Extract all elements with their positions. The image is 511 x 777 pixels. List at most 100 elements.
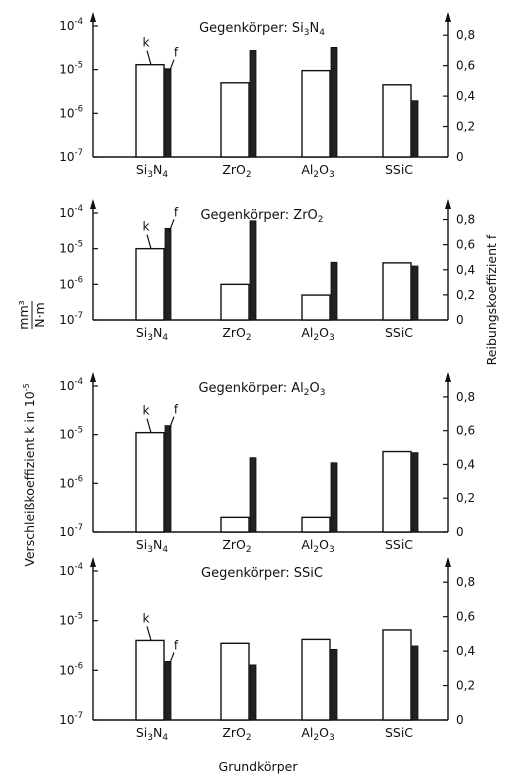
left-tick-label: 10-6 [59, 275, 83, 291]
left-tick-label: 10-4 [59, 562, 83, 578]
series-f-label: f [174, 46, 179, 60]
series-k-leader [146, 418, 152, 433]
right-tick-label: 0,2 [456, 491, 475, 505]
left-axis-unit-denominator: N·m [32, 302, 47, 328]
left-axis-arrow [90, 199, 96, 209]
bar-f-4 [411, 645, 419, 721]
category-label: Si3N4 [136, 325, 169, 343]
right-tick-label: 0,4 [456, 89, 475, 103]
right-tick-label: 0,8 [456, 390, 475, 404]
series-k-label: k [143, 611, 150, 625]
right-axis-arrow [445, 557, 451, 567]
right-tick-label: 0,2 [456, 288, 475, 302]
bar-k-3 [301, 294, 331, 321]
panel-4: 10-4 10-5 10-6 10-7 0,8 0,6 0,4 0,2 0 Gegenkörper… [59, 557, 475, 743]
bar-f-1 [164, 661, 172, 721]
right-tick-label: 0,2 [456, 679, 475, 693]
left-tick-label: 10-7 [59, 711, 83, 727]
left-tick-label: 10-5 [59, 61, 83, 77]
bar-f-3 [330, 648, 338, 721]
category-label: SSiC [385, 162, 413, 177]
right-tick-label: 0 [456, 150, 464, 164]
bar-f-4 [411, 265, 419, 321]
series-f-leader [168, 416, 175, 430]
bar-k-4 [382, 450, 412, 533]
panel-title: Gegenkörper: SSiC [201, 566, 323, 581]
right-axis-title: Reibungskoeffizient f [484, 234, 499, 365]
series-k-label: k [143, 404, 150, 418]
category-label: ZrO2 [222, 537, 251, 555]
right-tick-label: 0,2 [456, 120, 475, 134]
right-tick-label: 0,8 [456, 575, 475, 589]
right-tick-label: 0,8 [456, 28, 475, 42]
bar-k-1 [135, 63, 165, 158]
bar-f-3 [330, 462, 338, 533]
category-label: ZrO2 [222, 325, 251, 343]
bar-k-1 [135, 247, 165, 321]
right-tick-label: 0,6 [456, 59, 475, 73]
panel-1: 10-4 10-5 10-6 10-7 0,8 0,6 0,4 0,2 0 Gegenkörper… [59, 12, 475, 180]
panel-title: Gegenkörper: Al2O3 [198, 381, 325, 398]
right-tick-label: 0,6 [456, 610, 475, 624]
right-tick-label: 0,8 [456, 213, 475, 227]
bar-k-3 [301, 69, 331, 158]
left-tick-label: 10-7 [59, 311, 83, 327]
bar-k-3 [301, 638, 331, 721]
right-tick-label: 0 [456, 313, 464, 327]
right-tick-label: 0,4 [456, 263, 475, 277]
series-k-leader [146, 50, 152, 65]
category-label: ZrO2 [222, 725, 251, 743]
category-label: SSiC [385, 325, 413, 340]
bar-k-2 [220, 283, 250, 321]
bar-f-1 [164, 425, 172, 533]
left-axis-arrow [90, 557, 96, 567]
category-label: Al2O3 [301, 162, 334, 180]
right-tick-label: 0,6 [456, 424, 475, 438]
category-label: SSiC [385, 725, 413, 740]
series-k-leader [146, 626, 152, 641]
bar-f-1 [164, 68, 172, 158]
right-axis-arrow [445, 12, 451, 22]
right-axis-arrow [445, 372, 451, 382]
left-axis-title-exponent: -5 [22, 383, 31, 391]
bar-f-4 [411, 100, 419, 158]
category-label: SSiC [385, 537, 413, 552]
left-tick-label: 10-5 [59, 612, 83, 628]
left-tick-label: 10-7 [59, 148, 83, 164]
bar-f-2 [249, 220, 257, 321]
right-tick-label: 0,4 [456, 644, 475, 658]
left-tick-label: 10-4 [59, 204, 83, 220]
category-label: Si3N4 [136, 537, 169, 555]
panel-title: Gegenkörper: ZrO2 [200, 208, 323, 225]
left-axis-arrow [90, 372, 96, 382]
series-f-leader [168, 652, 175, 666]
bar-f-2 [249, 50, 257, 158]
x-axis-title: Grundkörper [219, 759, 299, 774]
series-k-label: k [143, 220, 150, 234]
bar-f-1 [164, 227, 172, 321]
series-f-leader [168, 59, 175, 73]
category-label: Al2O3 [301, 537, 334, 555]
series-f-label: f [174, 205, 179, 219]
bar-k-2 [220, 516, 250, 533]
bar-f-3 [330, 47, 338, 158]
left-axis-title-group: Verschleißkoeffizient k in 10-5 mm³ N·m [16, 300, 47, 566]
bar-f-3 [330, 261, 338, 321]
bar-k-3 [301, 516, 331, 533]
left-axis-arrow [90, 12, 96, 22]
series-f-leader [168, 219, 175, 233]
panel-title: Gegenkörper: Si3N4 [199, 21, 325, 38]
left-tick-label: 10-5 [59, 426, 83, 442]
panel-3: 10-4 10-5 10-6 10-7 0,8 0,6 0,4 0,2 0 Gegenkörper… [59, 372, 475, 555]
left-tick-label: 10-6 [59, 474, 83, 490]
category-label: Al2O3 [301, 725, 334, 743]
left-axis-unit-numerator: mm³ [16, 300, 31, 329]
left-tick-label: 10-7 [59, 523, 83, 539]
bar-f-2 [249, 457, 257, 533]
bar-k-2 [220, 82, 250, 158]
left-tick-label: 10-4 [59, 17, 83, 33]
panel-2: 10-4 10-5 10-6 10-7 0,8 0,6 0,4 0,2 0 Gegenkörper… [59, 199, 475, 343]
left-tick-label: 10-4 [59, 377, 83, 393]
series-k-leader [146, 234, 152, 249]
